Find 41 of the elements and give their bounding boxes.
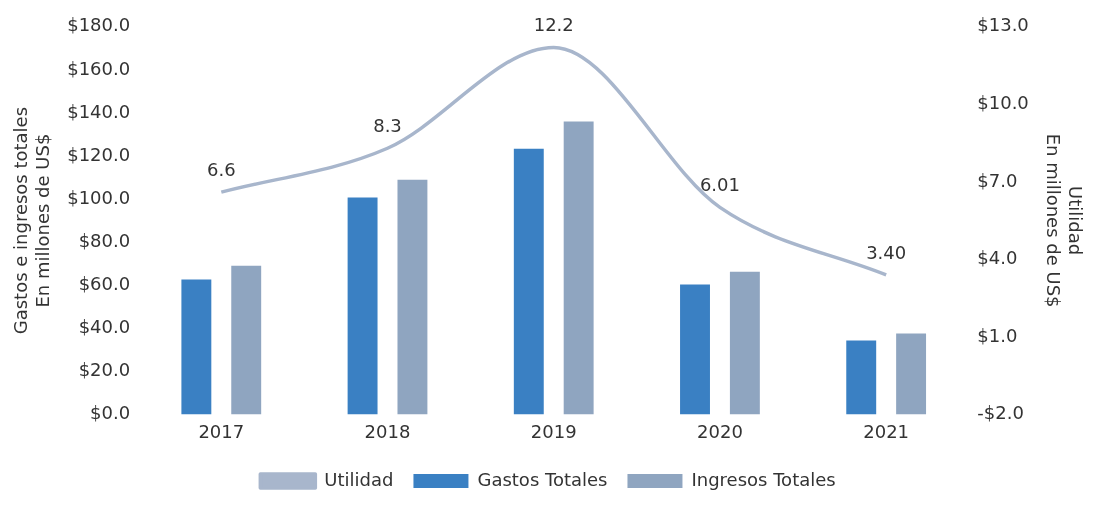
x-tick-label: 2017 bbox=[198, 420, 245, 442]
x-tick-label: 2019 bbox=[530, 420, 577, 442]
y2-tick-label: $4.0 bbox=[977, 247, 1018, 269]
y-axis-title: Gastos e ingresos totales En millones de US$ bbox=[10, 106, 54, 335]
bar bbox=[729, 271, 760, 415]
legend-label: Ingresos Totales bbox=[691, 468, 836, 490]
bar bbox=[896, 333, 927, 415]
bar bbox=[347, 197, 378, 415]
bar bbox=[563, 121, 594, 415]
legend-label: Utilidad bbox=[324, 468, 394, 490]
bar bbox=[181, 279, 212, 415]
bar bbox=[231, 265, 262, 415]
y2-axis-title: Utilidad En millones de US$ bbox=[1042, 133, 1086, 308]
bar bbox=[846, 340, 877, 415]
data-label: 6.6 bbox=[206, 158, 236, 180]
y-tick-label: $140.0 bbox=[67, 100, 131, 122]
data-label: 12.2 bbox=[533, 14, 574, 36]
y-tick-label: $100.0 bbox=[67, 186, 131, 208]
bar bbox=[513, 148, 544, 415]
y2-tick-label: $13.0 bbox=[977, 14, 1029, 36]
y2-tick-label: $7.0 bbox=[977, 169, 1018, 191]
y-tick-label: $40.0 bbox=[78, 315, 131, 337]
y2-tick-label: -$2.0 bbox=[977, 402, 1024, 424]
bar bbox=[680, 284, 710, 415]
bar bbox=[397, 179, 428, 415]
y-tick-label: $120.0 bbox=[67, 143, 131, 165]
y-tick-label: $60.0 bbox=[78, 272, 131, 294]
legend-label: Gastos Totales bbox=[477, 468, 608, 490]
y-tick-label: $180.0 bbox=[67, 14, 131, 36]
y-tick-label: $0.0 bbox=[90, 402, 131, 424]
y-tick-label: $160.0 bbox=[67, 57, 131, 79]
data-label: 3.40 bbox=[866, 241, 907, 263]
x-tick-label: 2018 bbox=[364, 420, 411, 442]
data-label: 8.3 bbox=[373, 114, 402, 136]
y2-tick-label: $10.0 bbox=[977, 91, 1029, 113]
y-tick-label: $80.0 bbox=[78, 229, 131, 251]
x-tick-label: 2021 bbox=[863, 420, 910, 442]
y-tick-label: $20.0 bbox=[78, 359, 131, 381]
data-label: 6.01 bbox=[699, 174, 740, 196]
x-tick-label: 2020 bbox=[697, 420, 743, 442]
y2-tick-label: $1.0 bbox=[977, 324, 1018, 346]
